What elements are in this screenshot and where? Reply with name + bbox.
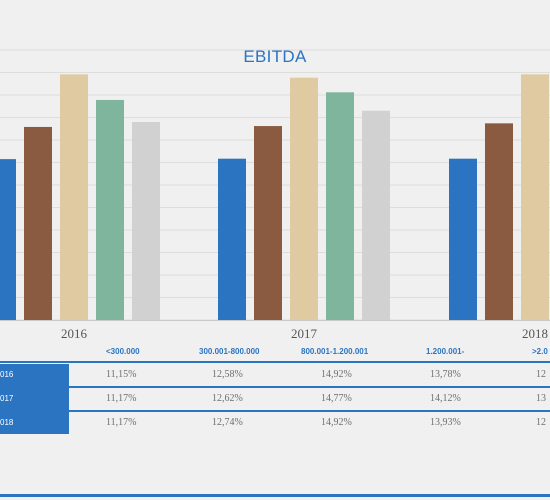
table-row-divider bbox=[0, 361, 550, 363]
table-cell: 12,58% bbox=[212, 369, 243, 380]
table-row-divider bbox=[0, 386, 550, 388]
bar-2017-s4 bbox=[326, 92, 354, 320]
table-cell: 11,15% bbox=[106, 369, 137, 380]
header-col-1: <300.000 bbox=[106, 347, 140, 356]
table-cell: 14,92% bbox=[321, 417, 352, 428]
header-col-2: 300.001-800.000 bbox=[199, 347, 260, 356]
row-label-2017: 017 bbox=[0, 388, 69, 410]
table-row: 018 11,17% 12,74% 14,92% 13,93% 12 bbox=[0, 412, 550, 434]
table-cell: 13,78% bbox=[430, 369, 461, 380]
bar-2017-s3 bbox=[290, 77, 318, 320]
footer-bar bbox=[0, 494, 550, 497]
row-label-2016: 016 bbox=[0, 364, 69, 386]
bar-2018-s1 bbox=[449, 158, 477, 320]
table-row-divider bbox=[0, 410, 550, 412]
header-col-5: >2.0 bbox=[532, 347, 548, 356]
x-tick-label-2016: 2016 bbox=[61, 326, 88, 341]
bar-2016-s4 bbox=[96, 99, 124, 320]
table-cell: 14,92% bbox=[321, 369, 352, 380]
bar-2017-s5 bbox=[362, 110, 390, 320]
table-cell: 12 bbox=[536, 417, 546, 428]
table-cell: 12,62% bbox=[212, 393, 243, 404]
table-cell: 13,93% bbox=[430, 417, 461, 428]
bar-2016-s5 bbox=[132, 122, 160, 320]
bar-2018-s2 bbox=[485, 123, 513, 320]
bar-2016-s3 bbox=[60, 74, 88, 320]
table-cell: 11,17% bbox=[106, 393, 137, 404]
bar-2017-s1 bbox=[218, 158, 246, 320]
bar-2016-s2 bbox=[24, 126, 52, 320]
table-cell: 14,77% bbox=[321, 393, 352, 404]
table-cell: 11,17% bbox=[106, 417, 137, 428]
bar-2018-s3 bbox=[521, 74, 549, 320]
table-header: <300.000 300.001-800.000 800.001-1.200.0… bbox=[0, 344, 550, 360]
ebitda-bar-chart: 2016 2017 2018 bbox=[0, 49, 550, 341]
chart-title: EBITDA bbox=[243, 47, 307, 66]
x-tick-label-2017: 2017 bbox=[291, 326, 318, 341]
row-label-2018: 018 bbox=[0, 412, 69, 434]
table-row: 017 11,17% 12,62% 14,77% 14,12% 13 bbox=[0, 388, 550, 410]
table-cell: 12 bbox=[536, 369, 546, 380]
bar-2016-s1 bbox=[0, 159, 16, 320]
header-col-4: 1.200.001- bbox=[426, 347, 465, 356]
table-cell: 12,74% bbox=[212, 417, 243, 428]
header-col-3: 800.001-1.200.001 bbox=[301, 347, 369, 356]
table-cell: 14,12% bbox=[430, 393, 461, 404]
table-row: 016 11,15% 12,58% 14,92% 13,78% 12 bbox=[0, 364, 550, 386]
x-tick-label-2018: 2018 bbox=[522, 326, 548, 341]
table-cell: 13 bbox=[536, 393, 546, 404]
bar-2017-s2 bbox=[254, 126, 282, 320]
